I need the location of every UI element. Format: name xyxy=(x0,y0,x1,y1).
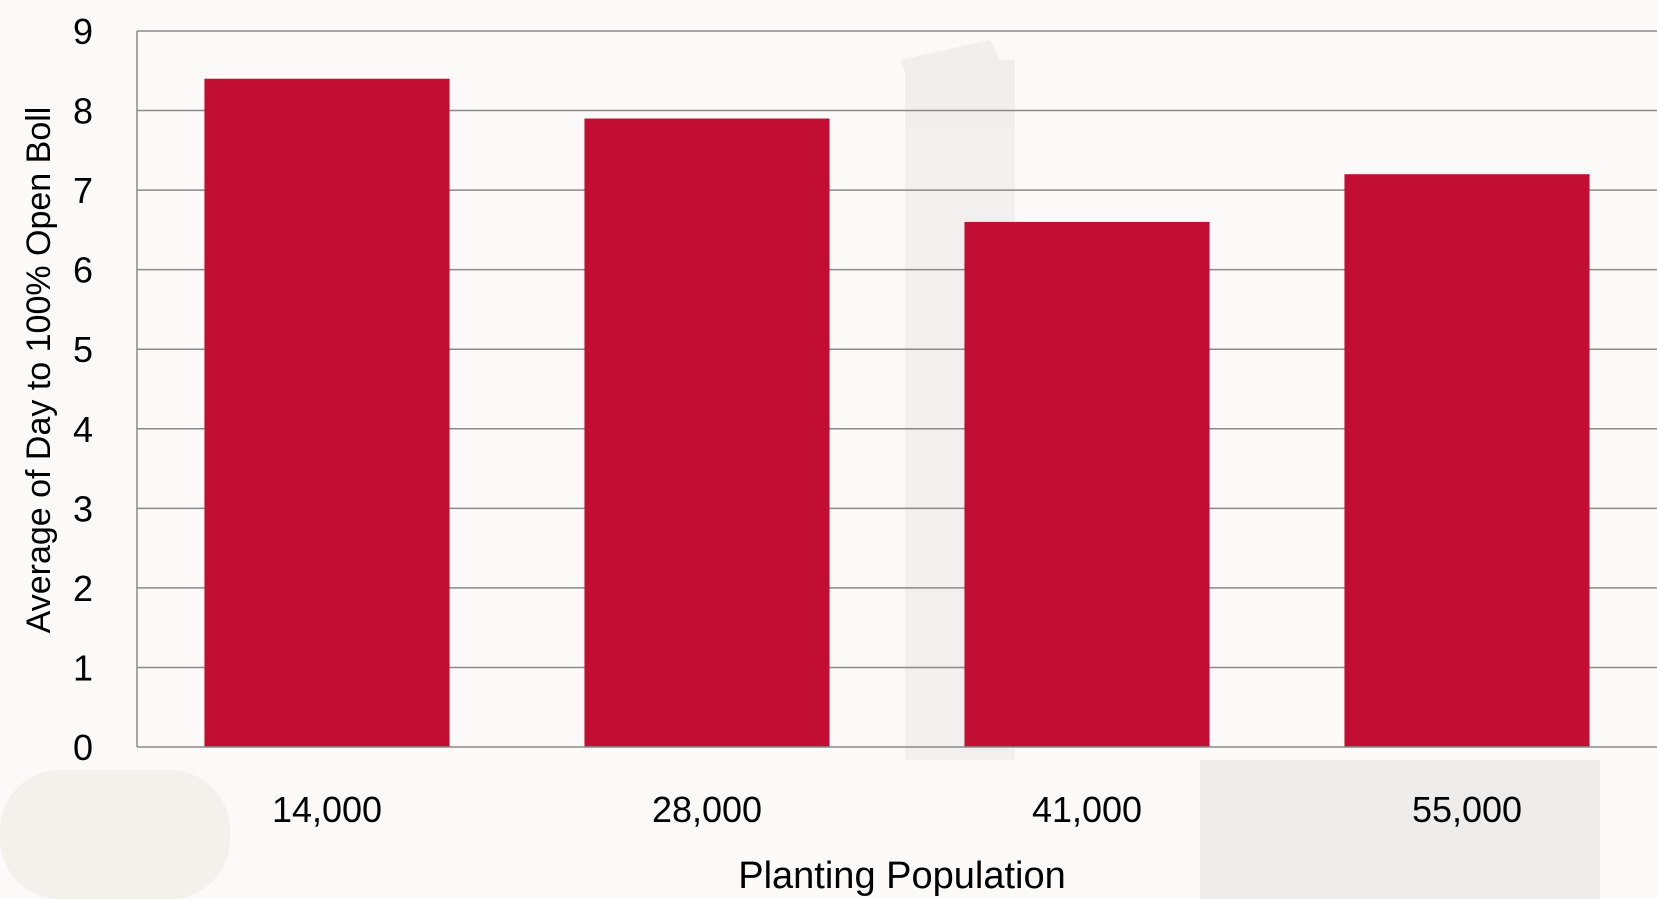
y-tick-label: 7 xyxy=(73,170,93,211)
bars xyxy=(204,78,1590,747)
y-tick-label: 9 xyxy=(73,11,93,52)
x-tick-label: 41,000 xyxy=(1032,789,1142,830)
y-tick-label: 0 xyxy=(73,727,93,768)
bar-28000 xyxy=(584,118,830,747)
x-tick-labels: 14,000 28,000 41,000 55,000 xyxy=(272,789,1522,830)
y-tick-label: 2 xyxy=(73,568,93,609)
y-tick-label: 5 xyxy=(73,329,93,370)
bar-14000 xyxy=(204,78,450,747)
y-tick-label: 1 xyxy=(73,647,93,688)
x-axis-label: Planting Population xyxy=(738,855,1065,897)
bar-55000 xyxy=(1344,174,1590,747)
bar-41000 xyxy=(964,221,1210,747)
x-tick-label: 14,000 xyxy=(272,789,382,830)
y-tick-label: 4 xyxy=(73,409,93,450)
y-axis-label: Average of Day to 100% Open Boll xyxy=(20,107,58,634)
y-tick-label: 6 xyxy=(73,250,93,291)
y-tick-label: 3 xyxy=(73,488,93,529)
x-tick-label: 55,000 xyxy=(1412,789,1522,830)
y-tick-labels: 0 1 2 3 4 5 6 7 8 9 xyxy=(73,11,93,768)
y-tick-label: 8 xyxy=(73,91,93,132)
x-tick-label: 28,000 xyxy=(652,789,762,830)
axes xyxy=(136,31,1657,748)
